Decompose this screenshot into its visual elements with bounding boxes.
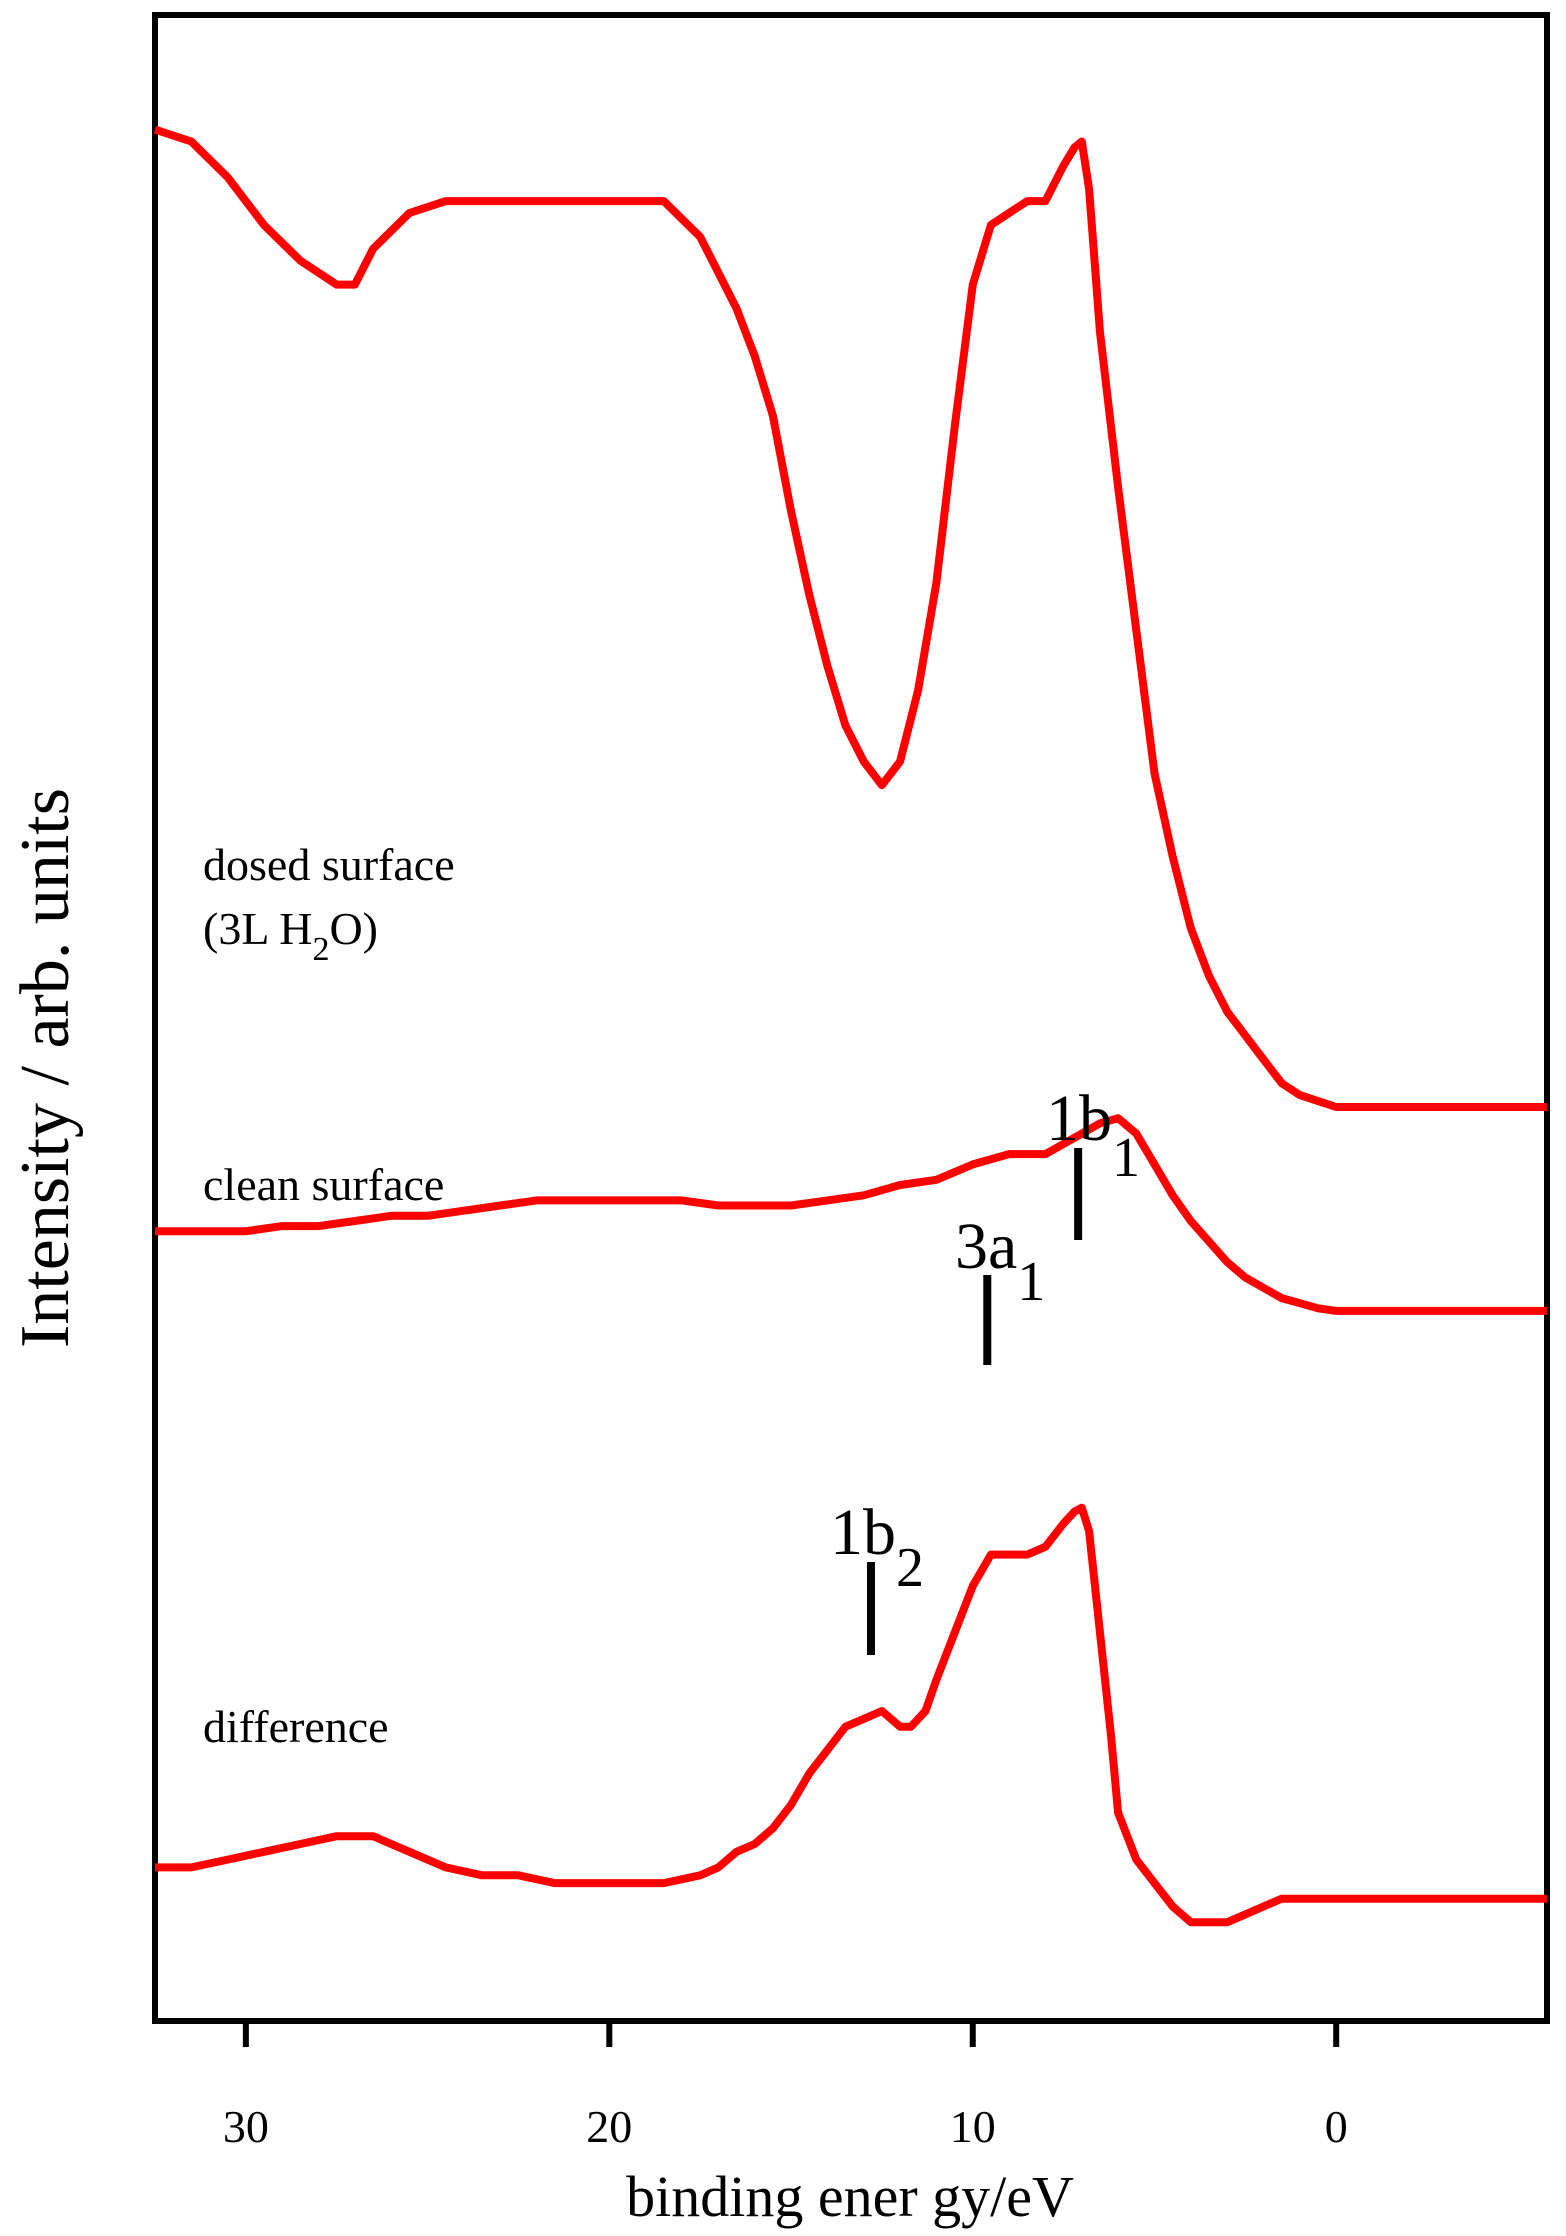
peak-label-1b1-main: 1b [1046,1082,1112,1155]
series-label-clean-surface: clean surface [203,1159,444,1210]
x-axis-tick-labels: 30 20 10 0 [223,2101,1348,2152]
x-tick-label-30: 30 [223,2101,269,2152]
series-line-difference [155,1503,1547,1927]
peak-annotations: 1b1 3a1 1b2 [830,1082,1140,1655]
dosed-detail-prefix: (3L H [203,903,312,954]
series-line-clean-surface [155,1114,1547,1315]
x-tick-label-0: 0 [1325,2101,1348,2152]
y-axis-title: Intensity / arb. units [7,788,84,1348]
series-label-group: dosed surface (3L H2O) clean surface dif… [203,839,455,1752]
peak-label-1b2-main: 1b [830,1496,896,1569]
peak-label-3a1-sub: 1 [1017,1251,1045,1313]
peak-label-1b1-sub: 1 [1112,1127,1140,1189]
spectra [153,125,1547,1927]
series-line-dosed-surface [153,125,1547,1111]
x-tick-label-10: 10 [950,2101,996,2152]
x-axis-ticks [242,2021,1340,2047]
series-label-difference: difference [203,1701,389,1752]
peak-label-3a1: 3a1 [955,1210,1045,1313]
series-label-dosed-surface-detail: (3L H2O) [203,903,378,968]
series-label-dosed-surface: dosed surface [203,839,455,890]
x-tick-label-20: 20 [586,2101,632,2152]
peak-label-1b2-sub: 2 [896,1537,924,1599]
plot-frame [152,12,1550,2024]
peak-label-3a1-main: 3a [955,1210,1017,1283]
peak-label-1b1: 1b1 [1046,1082,1140,1189]
dosed-detail-subscript: 2 [312,931,329,968]
x-axis-title: binding ener gy/eV [626,2164,1074,2229]
dosed-detail-suffix: O) [329,903,378,954]
peak-label-1b2: 1b2 [830,1496,924,1599]
